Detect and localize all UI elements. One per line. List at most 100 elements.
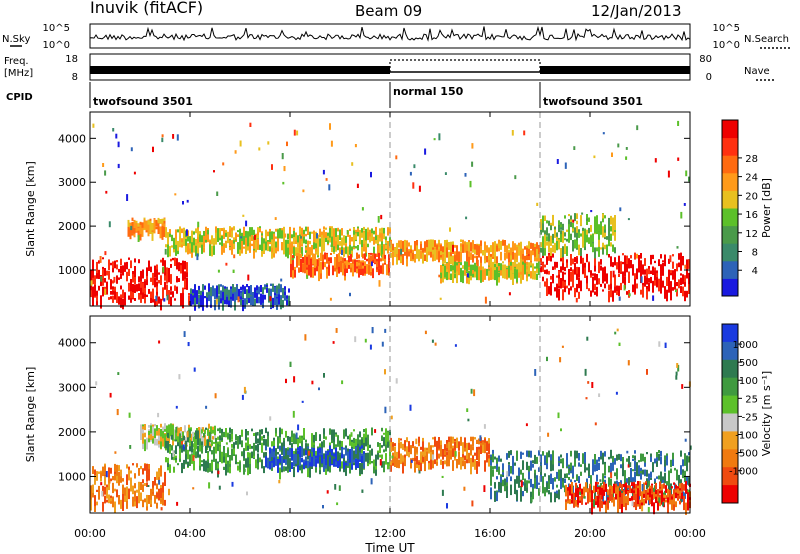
data-cell — [562, 258, 564, 271]
speckle — [330, 140, 333, 147]
data-cell — [650, 270, 652, 274]
data-cell — [560, 236, 562, 243]
data-cell — [144, 424, 146, 431]
freq-label-line2: [MHz] — [4, 68, 33, 79]
data-cell — [170, 264, 172, 268]
data-cell — [416, 446, 418, 453]
data-cell — [367, 452, 369, 464]
data-cell — [660, 285, 662, 294]
data-cell — [172, 257, 174, 261]
speckle — [418, 470, 421, 474]
data-cell — [330, 253, 332, 255]
data-cell — [628, 279, 630, 283]
data-cell — [508, 249, 510, 253]
data-cell — [136, 464, 138, 468]
data-cell — [578, 277, 580, 289]
data-cell — [572, 269, 574, 282]
data-cell — [154, 270, 156, 277]
data-cell — [114, 289, 116, 300]
data-cell — [291, 437, 293, 442]
speckle — [438, 133, 441, 141]
data-cell — [640, 467, 642, 480]
speckle — [222, 162, 225, 166]
colorbar-frame — [721, 323, 739, 504]
data-cell — [608, 217, 610, 228]
data-cell — [261, 459, 263, 469]
speckle — [616, 328, 619, 332]
data-cell — [96, 489, 98, 492]
data-cell — [544, 269, 546, 274]
data-cell — [281, 245, 283, 249]
data-cell — [223, 229, 225, 239]
data-cell — [508, 266, 510, 278]
data-cell — [634, 450, 636, 454]
nsky-tick-low: 10^0 — [43, 40, 70, 51]
speckle — [104, 251, 107, 256]
data-cell — [544, 487, 546, 497]
data-cell — [504, 478, 506, 486]
data-cell — [569, 485, 571, 493]
data-cell — [331, 460, 333, 464]
data-cell — [144, 432, 146, 438]
data-cell — [139, 224, 142, 232]
speckle — [627, 464, 630, 468]
data-cell — [548, 286, 550, 295]
data-cell — [478, 438, 480, 445]
data-cell — [289, 458, 291, 470]
speckle — [684, 264, 687, 269]
data-cell — [576, 450, 578, 459]
data-cell — [380, 266, 382, 274]
data-cell — [263, 452, 265, 458]
data-cell — [245, 442, 247, 451]
data-cell — [422, 253, 424, 264]
data-cell — [601, 500, 603, 508]
data-cell — [568, 464, 570, 474]
data-cell — [550, 223, 552, 231]
data-cell — [554, 492, 556, 503]
data-cell — [346, 268, 348, 273]
data-cell — [528, 241, 530, 253]
data-cell — [251, 232, 253, 241]
data-cell — [305, 439, 307, 443]
data-cell — [355, 456, 357, 469]
speckle — [483, 424, 486, 429]
data-region-1 — [127, 217, 166, 241]
data-cell — [192, 295, 194, 305]
data-cell — [168, 290, 170, 297]
data-cell — [558, 288, 560, 301]
data-cell — [496, 491, 498, 502]
data-cell — [351, 448, 353, 454]
data-cell — [92, 466, 94, 474]
data-cell — [359, 229, 361, 239]
data-cell — [160, 275, 162, 285]
data-cell — [476, 462, 478, 474]
data-cell — [598, 239, 600, 247]
data-cell — [120, 499, 122, 509]
speckle — [379, 459, 382, 466]
data-cell — [239, 231, 241, 242]
data-cell — [688, 259, 690, 269]
data-cell — [334, 257, 336, 268]
data-cell — [372, 259, 374, 263]
data-cell — [544, 237, 546, 249]
data-cell — [640, 453, 642, 462]
data-cell — [496, 256, 498, 265]
data-cell — [349, 462, 351, 474]
data-cell — [162, 287, 164, 297]
data-cell — [154, 494, 156, 504]
data-cell — [581, 488, 583, 495]
data-cell — [659, 481, 661, 488]
data-cell — [306, 258, 308, 270]
data-cell — [219, 237, 221, 241]
data-cell — [266, 284, 268, 287]
data-cell — [667, 489, 669, 498]
data-cell — [122, 478, 124, 482]
data-cell — [293, 433, 295, 445]
data-cell — [456, 271, 458, 284]
data-cell — [182, 289, 184, 301]
data-cell — [390, 437, 392, 443]
data-cell — [293, 457, 295, 467]
data-cell — [203, 459, 205, 470]
data-cell — [360, 262, 362, 273]
